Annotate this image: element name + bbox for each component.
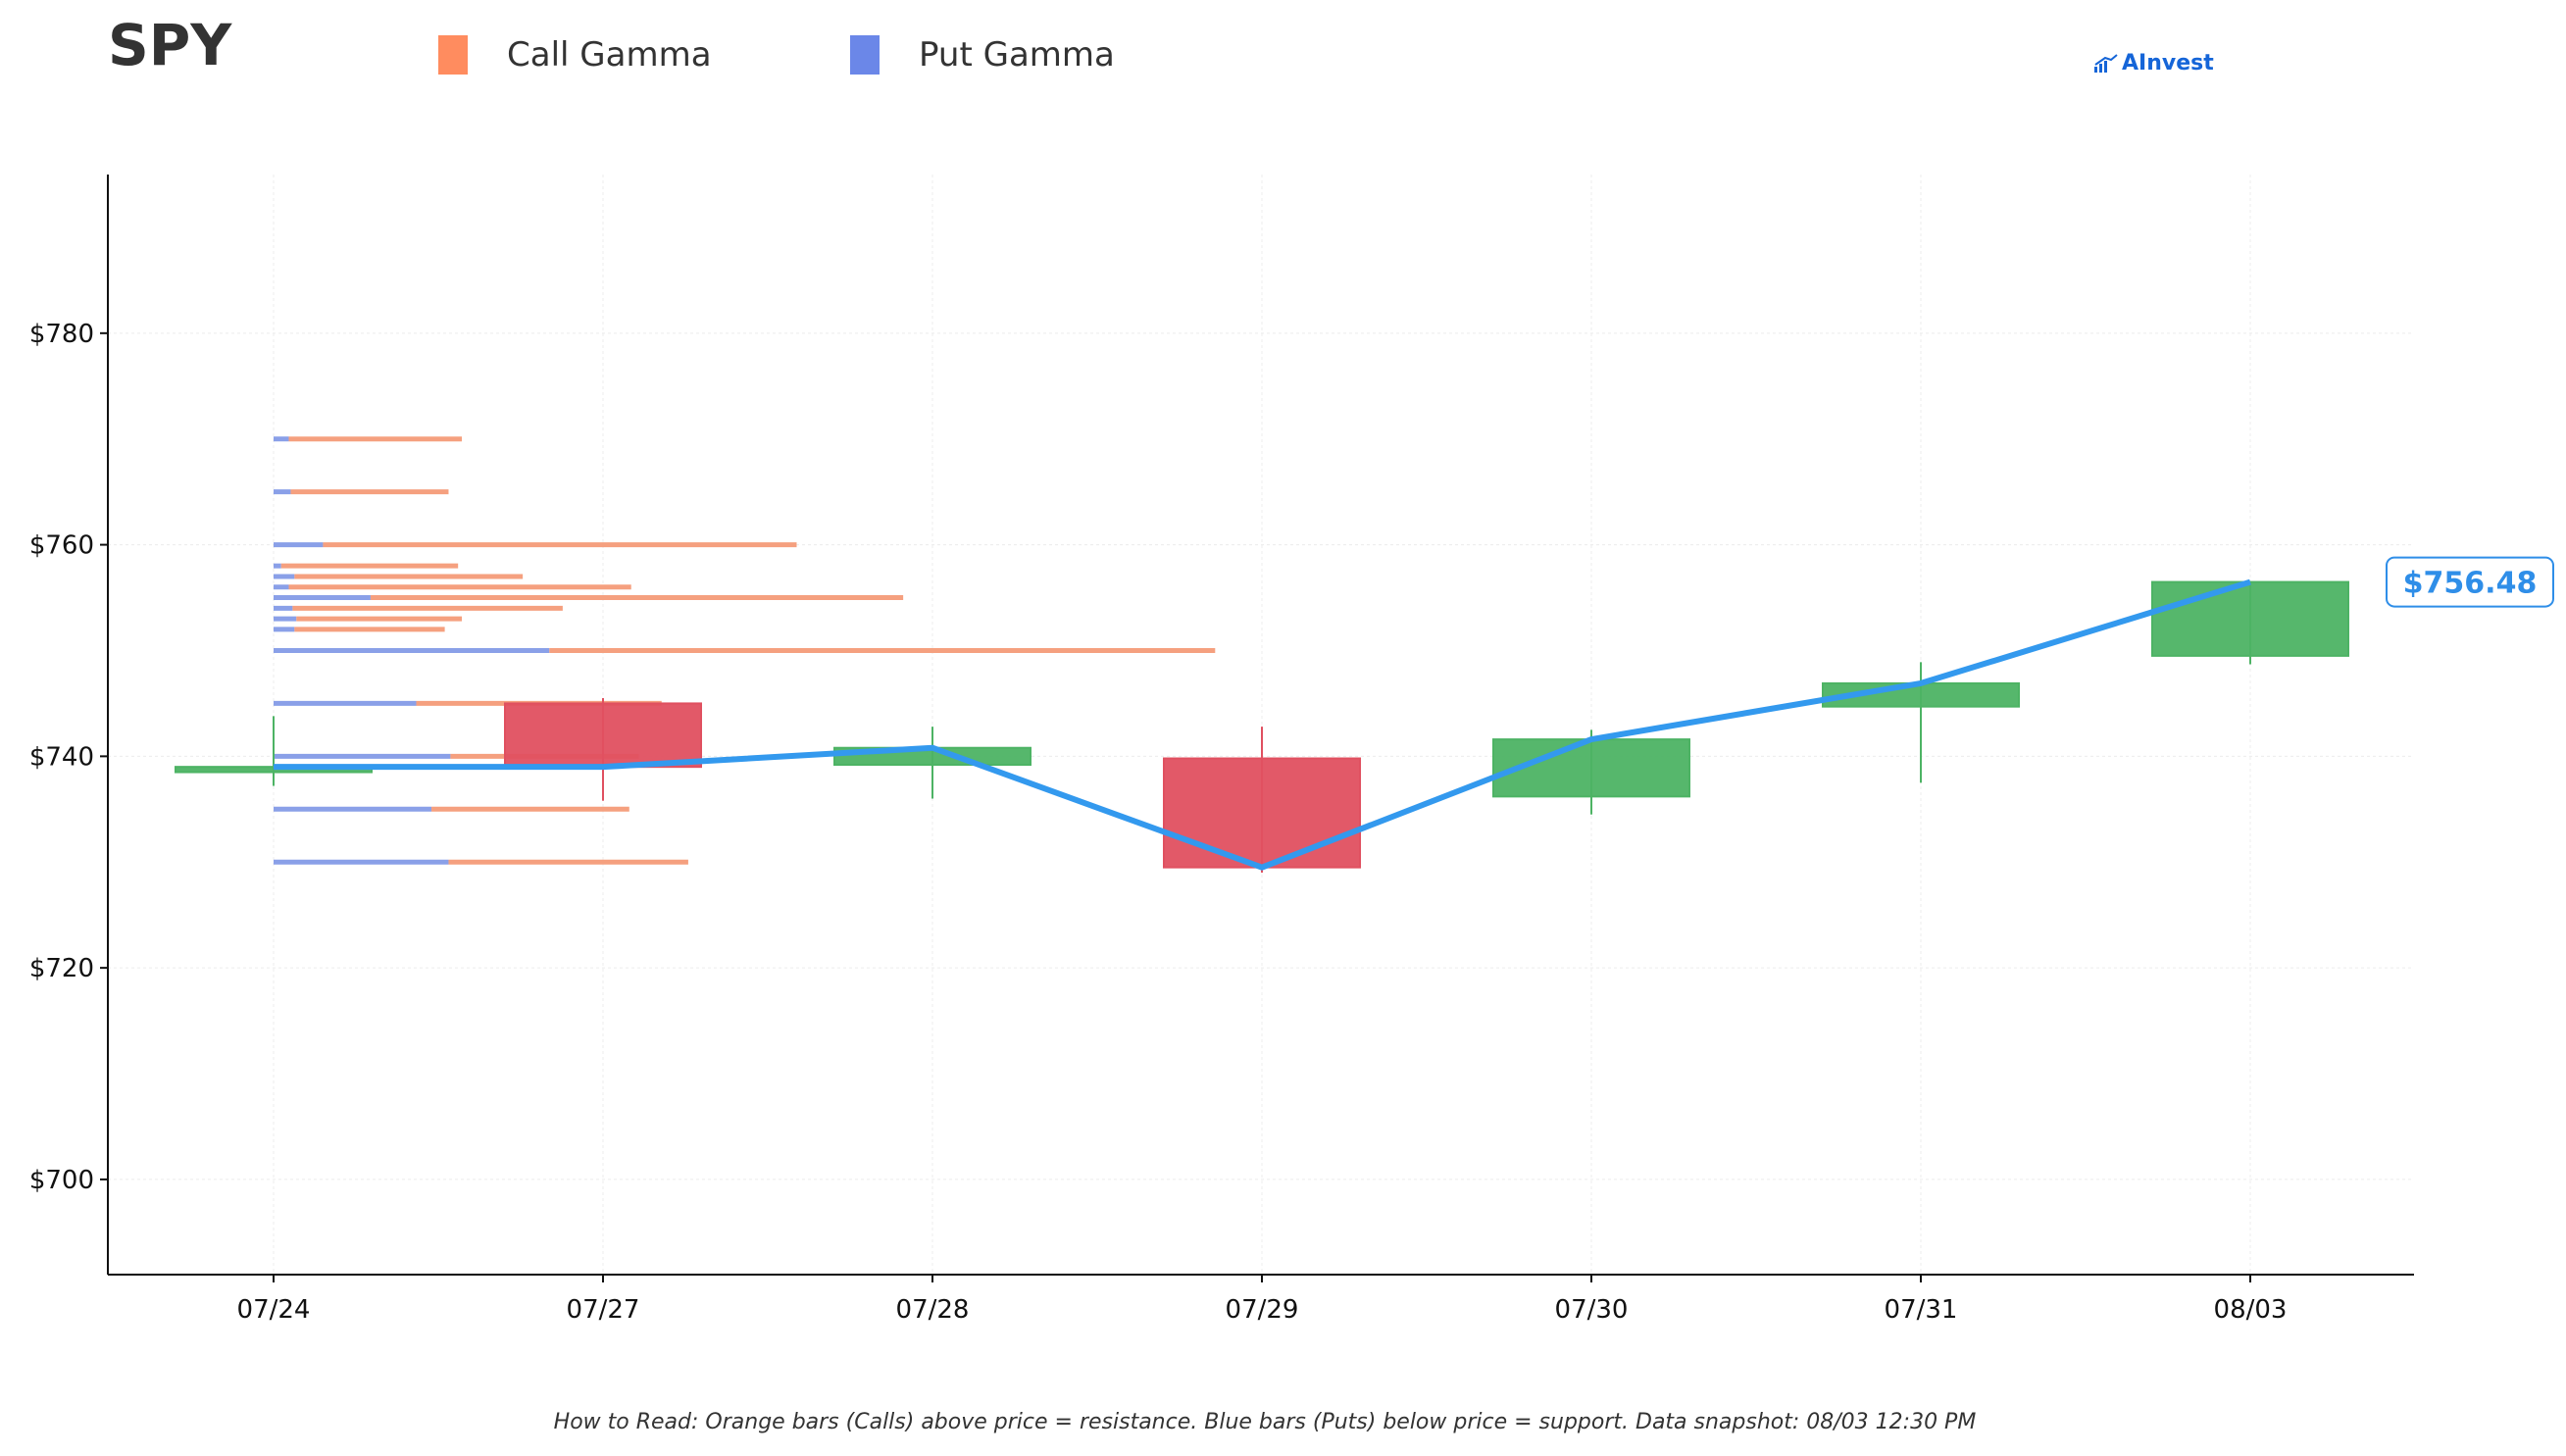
brand-name: AInvest [2122, 51, 2214, 75]
y-tick-label: $740 [29, 742, 94, 772]
legend-item-call-gamma: Call Gamma [438, 35, 712, 75]
legend-label-call-gamma: Call Gamma [507, 35, 712, 75]
x-tick-label: 07/24 [237, 1295, 311, 1325]
candle-body [2151, 580, 2349, 657]
y-tick-label: $700 [29, 1166, 94, 1195]
y-tick-label: $720 [29, 954, 94, 983]
x-tick-label: 07/28 [896, 1295, 970, 1325]
x-tick-label: 07/31 [1885, 1295, 1958, 1325]
y-tick-label: $780 [29, 320, 94, 349]
how-to-read-note: How to Read: Orange bars (Calls) above p… [553, 1410, 1977, 1434]
legend-item-put-gamma: Put Gamma [850, 35, 1115, 75]
call-gamma-swatch [438, 35, 468, 75]
x-tick-label: 08/03 [2214, 1295, 2288, 1325]
last-price-label: $756.48 [2403, 567, 2538, 601]
brand-logo: AInvest [2093, 51, 2214, 75]
legend-label-put-gamma: Put Gamma [919, 35, 1115, 75]
chart-rising-icon [2094, 53, 2118, 73]
candle-body [1492, 738, 1690, 798]
x-tick-label: 07/27 [567, 1295, 640, 1325]
x-tick-label: 07/29 [1226, 1295, 1299, 1325]
put-gamma-swatch [850, 35, 880, 75]
price-line [274, 578, 2251, 871]
candle-body [504, 702, 702, 769]
x-tick-label: 07/30 [1555, 1295, 1629, 1325]
last-price-badge [2386, 556, 2554, 608]
candle-body [1163, 757, 1361, 869]
ticker-symbol: SPY [108, 12, 232, 78]
y-tick-label: $760 [29, 531, 94, 561]
